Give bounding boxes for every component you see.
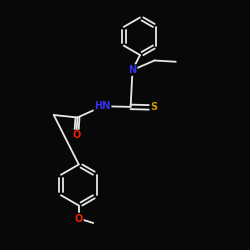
Text: O: O	[72, 130, 80, 140]
Text: N: N	[128, 65, 136, 75]
Text: HN: HN	[94, 101, 110, 111]
Text: O: O	[74, 214, 83, 224]
Text: S: S	[150, 102, 157, 113]
